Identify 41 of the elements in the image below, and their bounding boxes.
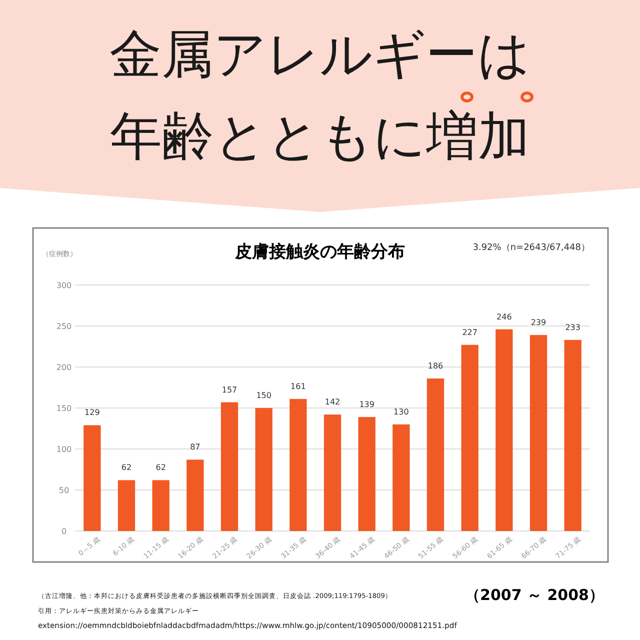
data-label: 62: [121, 463, 132, 472]
data-label: 150: [256, 391, 272, 400]
bar: [530, 335, 548, 531]
data-label: 130: [394, 407, 409, 416]
y-tick-label: 0: [61, 527, 67, 536]
bar: [290, 398, 307, 531]
bar: [220, 402, 238, 531]
bar: [255, 408, 272, 531]
data-label: 233: [565, 322, 580, 332]
y-tick-label: 50: [58, 486, 70, 495]
data-label: 161: [290, 382, 306, 391]
y-tick-label: 300: [56, 281, 72, 290]
data-label: 129: [84, 408, 100, 418]
bar: [324, 414, 342, 531]
bar: [392, 424, 410, 531]
y-tick-label: 200: [56, 363, 72, 372]
data-label: 227: [462, 328, 478, 337]
data-label: 142: [324, 398, 340, 407]
data-label: 139: [359, 400, 374, 410]
bar: [186, 460, 204, 531]
bar: [496, 329, 513, 531]
data-label: 246: [496, 312, 512, 322]
y-tick-label: 150: [56, 404, 72, 413]
data-label: 87: [190, 442, 200, 452]
y-tick-label: 250: [56, 322, 72, 331]
bar: [118, 480, 136, 531]
data-label: 62: [156, 463, 166, 472]
text: （2007 ～ 2008）: [465, 586, 604, 604]
data-label: 157: [222, 385, 238, 394]
bar: [152, 480, 170, 531]
bar: [426, 378, 444, 531]
data-label: 186: [428, 361, 444, 370]
bar: [84, 425, 101, 531]
chart-subtitle: 皮膚接触炎の年齢分布: [234, 242, 405, 262]
text: 3.92%（n=2643/67,448）: [472, 243, 590, 253]
data-label: 239: [530, 318, 546, 328]
bar: [564, 340, 582, 531]
y-tick-label: 100: [56, 445, 72, 454]
bar: [461, 344, 478, 531]
bar: [358, 417, 376, 531]
chart-title: 金属アレルギーは年齢とともに増加: [110, 25, 530, 167]
